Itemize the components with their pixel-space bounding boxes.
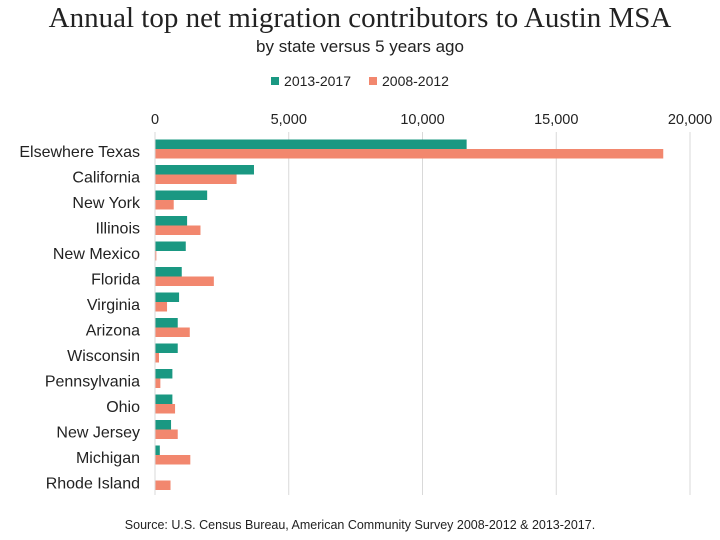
bar-wisconsin-2008-2012: [155, 353, 160, 363]
bar-ohio-2008-2012: [155, 404, 176, 414]
category-label-rhode-island: Rhode Island: [46, 475, 140, 492]
category-label-california: California: [72, 169, 140, 186]
bar-wisconsin-2013-2017: [155, 343, 178, 353]
bar-michigan-2008-2012: [155, 455, 191, 465]
bar-florida-2013-2017: [155, 267, 182, 277]
bar-new-mexico-2008-2012: [155, 251, 157, 261]
category-label-ohio: Ohio: [106, 399, 140, 416]
category-label-arizona: Arizona: [86, 322, 140, 339]
bar-rhode-island-2008-2012: [155, 480, 171, 490]
category-label-virginia: Virginia: [87, 297, 140, 314]
x-tick-label-15-000: 15,000: [534, 112, 578, 128]
bar-elsewhere-texas-2008-2012: [155, 149, 664, 159]
bar-california-2008-2012: [155, 174, 237, 184]
category-label-new-york: New York: [72, 195, 141, 212]
bar-pennsylvania-2008-2012: [155, 378, 161, 388]
chart-title: Annual top net migration contributors to…: [48, 2, 672, 34]
x-tick-label-20-000: 20,000: [668, 112, 712, 128]
category-label-michigan: Michigan: [76, 450, 140, 467]
legend-label-2013-2017: 2013-2017: [284, 73, 351, 89]
legend-swatch-2013-2017: [271, 77, 280, 85]
bar-florida-2008-2012: [155, 276, 214, 286]
x-tick-label-0: 0: [151, 112, 159, 128]
category-label-new-mexico: New Mexico: [53, 246, 140, 263]
x-tick-label-5-000: 5,000: [271, 112, 307, 128]
bar-pennsylvania-2013-2017: [155, 369, 173, 379]
bar-new-york-2008-2012: [155, 200, 174, 210]
bar-virginia-2008-2012: [155, 302, 168, 312]
legend: 2013-2017 2008-2012: [0, 73, 720, 89]
bar-ohio-2013-2017: [155, 394, 173, 404]
bar-elsewhere-texas-2013-2017: [155, 139, 467, 149]
legend-label-2008-2012: 2008-2012: [382, 73, 449, 89]
bar-new-mexico-2013-2017: [155, 241, 186, 251]
legend-item-2013-2017: 2013-2017: [271, 73, 351, 89]
legend-item-2008-2012: 2008-2012: [369, 73, 449, 89]
category-label-illinois: Illinois: [96, 220, 140, 237]
bar-illinois-2008-2012: [155, 225, 201, 235]
x-tick-label-10-000: 10,000: [400, 112, 444, 128]
category-label-new-jersey: New Jersey: [56, 424, 140, 441]
legend-swatch-2008-2012: [369, 77, 377, 85]
bar-arizona-2008-2012: [155, 327, 190, 337]
bar-arizona-2013-2017: [155, 318, 178, 328]
bar-california-2013-2017: [155, 165, 254, 175]
category-label-wisconsin: Wisconsin: [67, 348, 140, 365]
source-note: Source: U.S. Census Bureau, American Com…: [124, 518, 596, 532]
chart-subtitle: by state versus 5 years ago: [256, 37, 464, 56]
bar-new-york-2013-2017: [155, 190, 208, 200]
category-label-pennsylvania: Pennsylvania: [45, 373, 140, 390]
category-label-florida: Florida: [91, 271, 140, 288]
bar-virginia-2013-2017: [155, 292, 180, 302]
bar-new-jersey-2013-2017: [155, 420, 172, 430]
bar-new-jersey-2008-2012: [155, 429, 178, 439]
bar-michigan-2013-2017: [155, 445, 160, 455]
bar-illinois-2013-2017: [155, 216, 188, 226]
category-label-elsewhere-texas: Elsewhere Texas: [19, 144, 140, 161]
